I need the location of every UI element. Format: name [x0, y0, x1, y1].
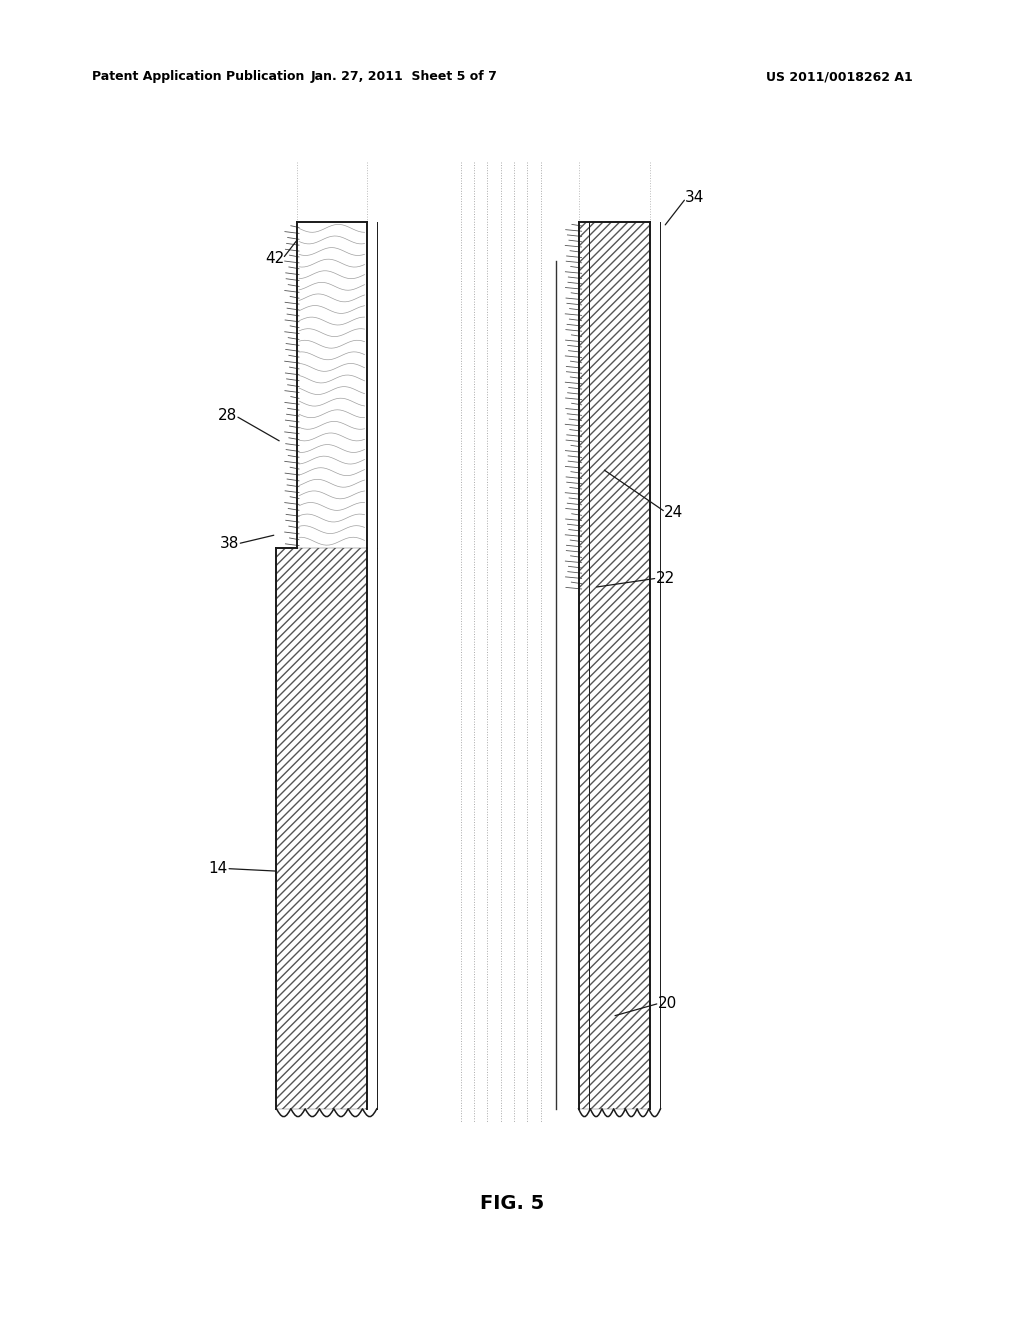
Text: 38: 38 [220, 536, 239, 552]
Text: 34: 34 [685, 190, 703, 206]
Text: 24: 24 [665, 504, 683, 520]
Text: Patent Application Publication: Patent Application Publication [92, 70, 304, 83]
Text: 14: 14 [209, 861, 227, 876]
Bar [579, 222, 650, 1109]
Text: 22: 22 [656, 570, 675, 586]
Text: Jan. 27, 2011  Sheet 5 of 7: Jan. 27, 2011 Sheet 5 of 7 [311, 70, 498, 83]
Text: 42: 42 [265, 251, 284, 267]
Text: US 2011/0018262 A1: US 2011/0018262 A1 [766, 70, 913, 83]
Text: 20: 20 [658, 995, 677, 1011]
Bar [276, 548, 367, 1109]
Text: 28: 28 [218, 408, 237, 424]
Text: FIG. 5: FIG. 5 [480, 1195, 544, 1213]
